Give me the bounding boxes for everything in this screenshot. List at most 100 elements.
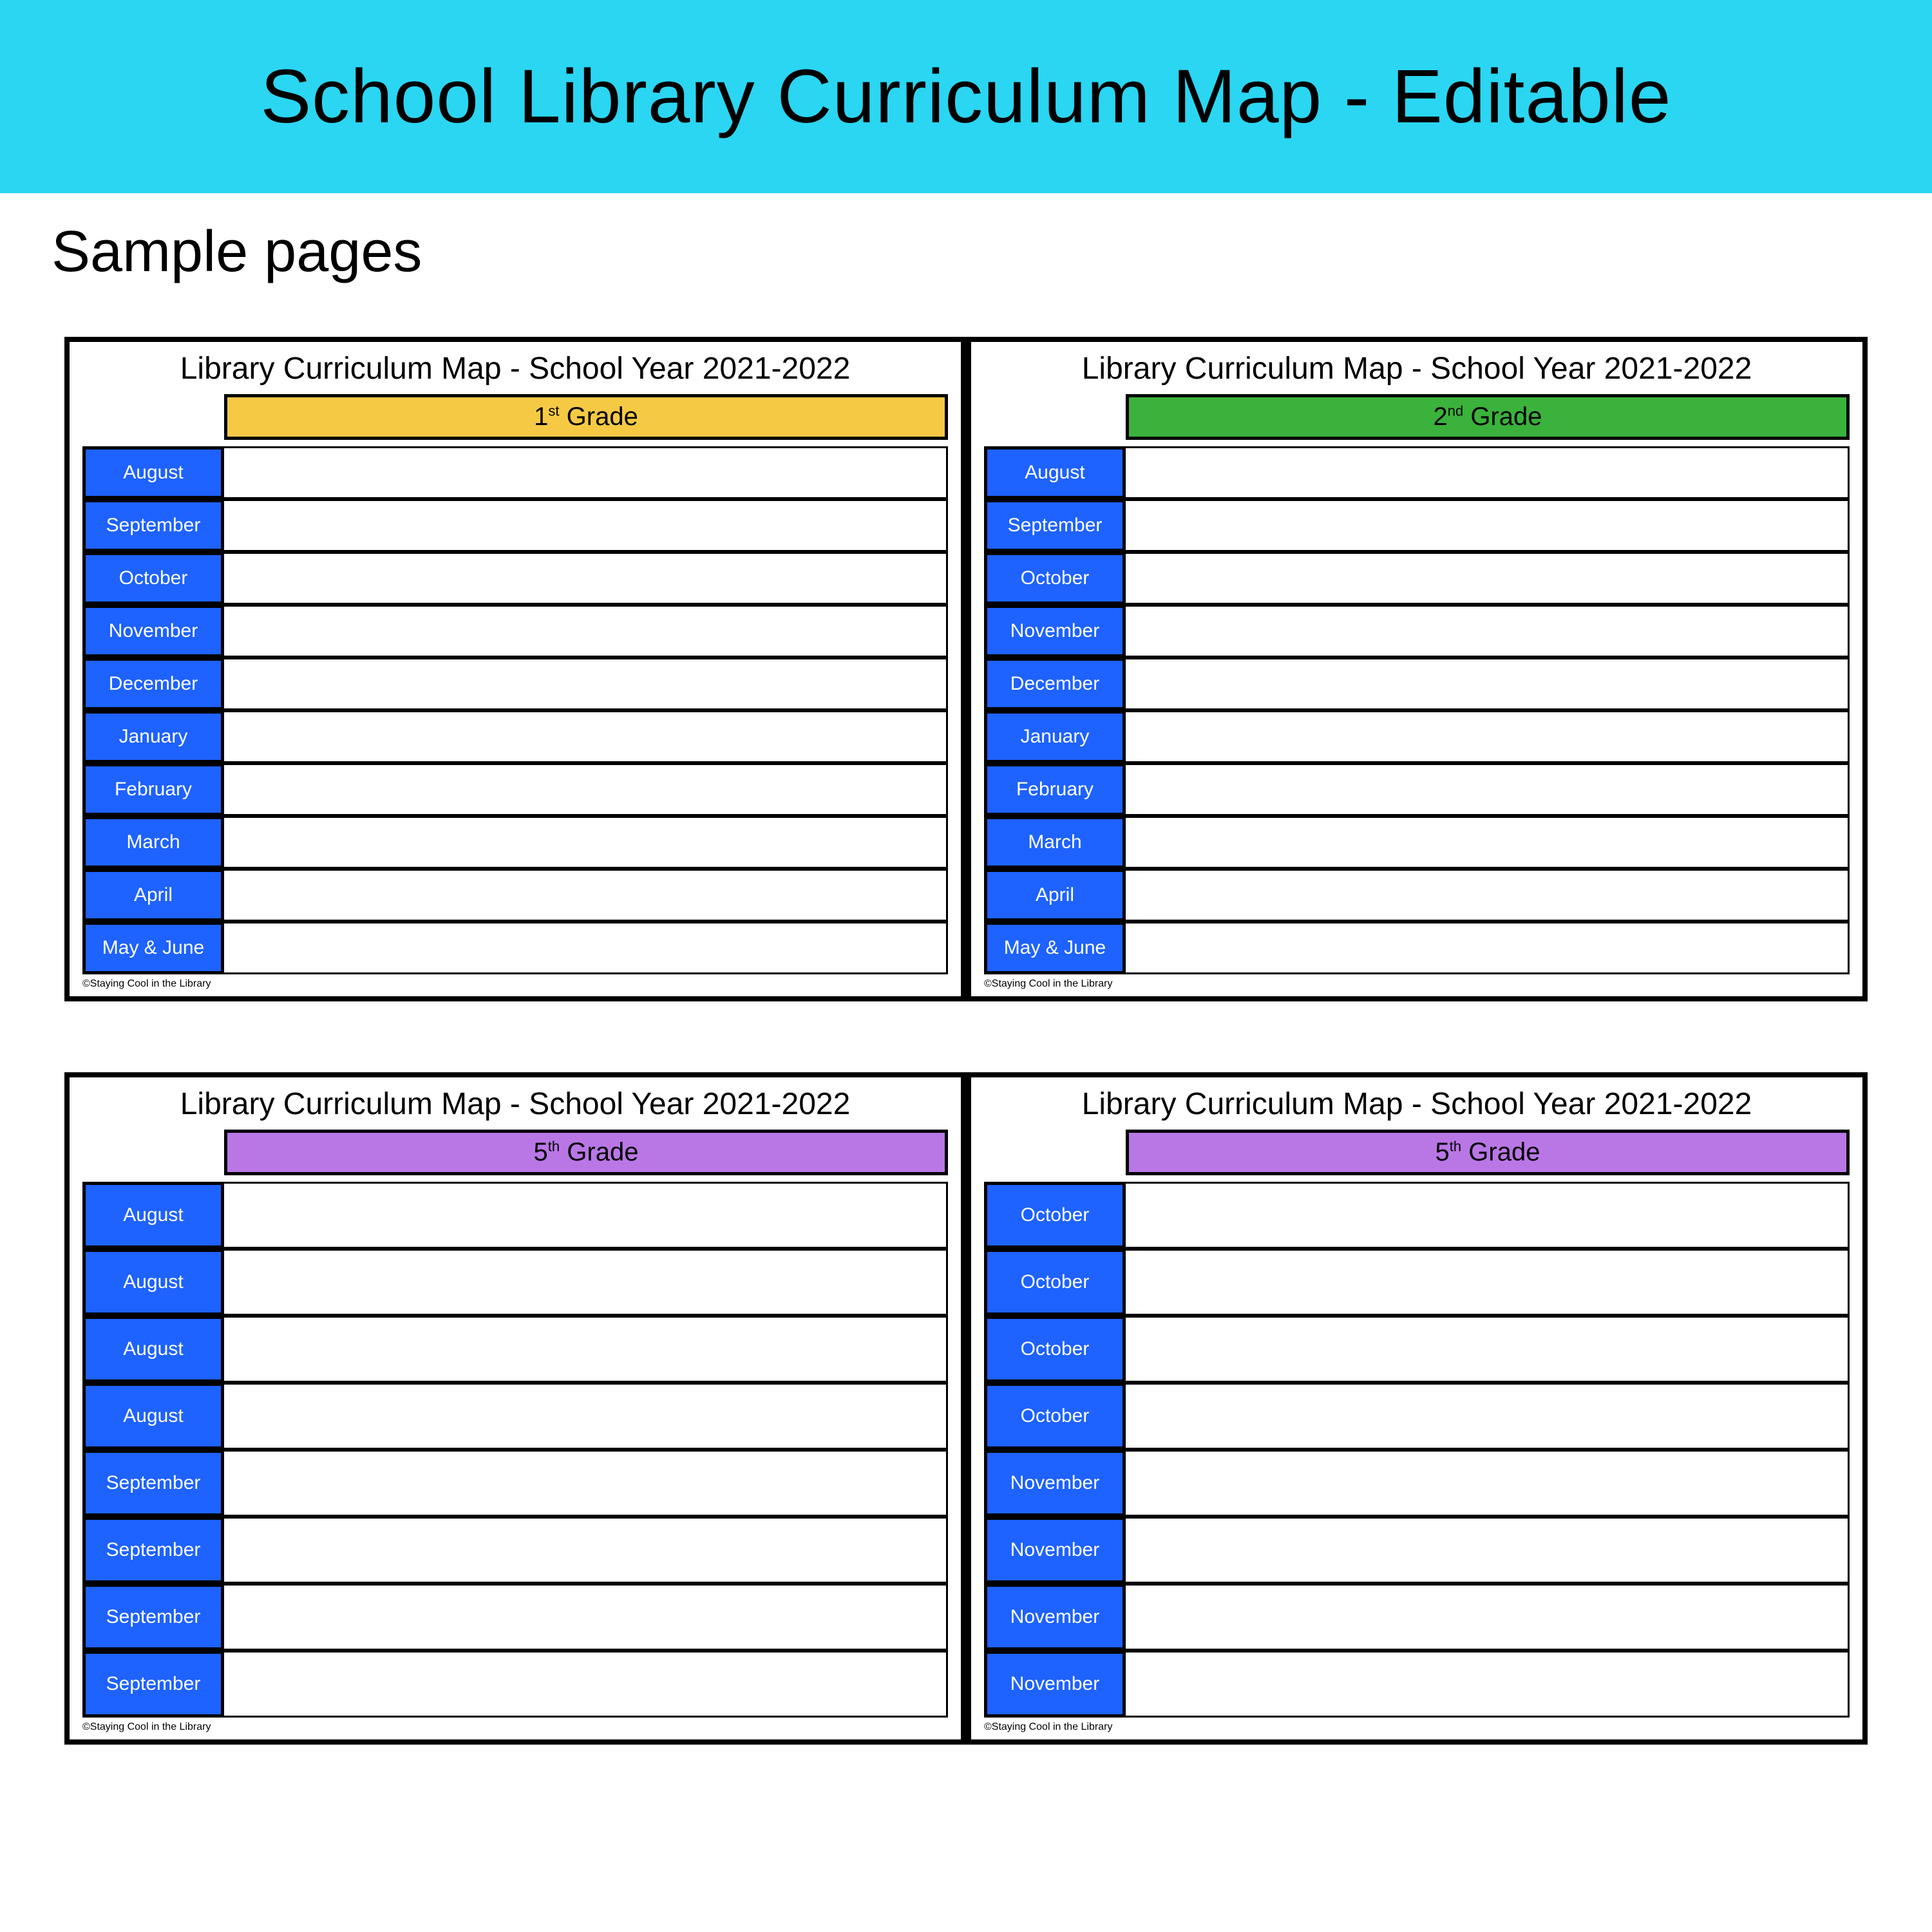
- content-cell[interactable]: [1126, 763, 1850, 816]
- content-cell[interactable]: [1126, 1182, 1850, 1249]
- table-row: May & June: [984, 922, 1850, 974]
- card-title: Library Curriculum Map - School Year 202…: [82, 351, 948, 386]
- grade-bar-row: 2nd Grade: [984, 394, 1850, 440]
- table-row: November: [984, 605, 1850, 658]
- table-row: February: [82, 763, 948, 816]
- content-cell[interactable]: [224, 552, 948, 605]
- footer-note: ©Staying Cool in the Library: [984, 978, 1850, 990]
- content-cell[interactable]: [224, 1450, 948, 1517]
- month-cell: December: [82, 658, 224, 710]
- grade-bar: 5th Grade: [224, 1130, 948, 1175]
- content-cell[interactable]: [1126, 869, 1850, 922]
- grade-spacer: [82, 1130, 224, 1175]
- content-cell[interactable]: [1126, 552, 1850, 605]
- grade-spacer: [984, 394, 1126, 440]
- table-row: September: [82, 1584, 948, 1651]
- month-cell: November: [984, 1584, 1126, 1651]
- table-row: April: [984, 869, 1850, 922]
- table-row: October: [984, 1383, 1850, 1450]
- table-row: October: [82, 552, 948, 605]
- content-cell[interactable]: [1126, 1450, 1850, 1517]
- month-cell: August: [82, 1249, 224, 1316]
- month-cell: August: [984, 446, 1126, 499]
- grade-tail: Grade: [1463, 402, 1542, 431]
- content-cell[interactable]: [1126, 1249, 1850, 1316]
- month-cell: February: [82, 763, 224, 816]
- curriculum-card: Library Curriculum Map - School Year 202…: [966, 1072, 1868, 1745]
- content-cell[interactable]: [1126, 1651, 1850, 1718]
- content-cell[interactable]: [1126, 499, 1850, 552]
- month-cell: November: [984, 1651, 1126, 1718]
- month-cell: October: [984, 1383, 1126, 1450]
- content-cell[interactable]: [1126, 605, 1850, 658]
- month-cell: October: [984, 1249, 1126, 1316]
- table-row: November: [82, 605, 948, 658]
- content-cell[interactable]: [224, 1182, 948, 1249]
- footer-note: ©Staying Cool in the Library: [984, 1721, 1850, 1733]
- content-cell[interactable]: [224, 1517, 948, 1584]
- cards-grid: Library Curriculum Map - School Year 202…: [0, 298, 1932, 1745]
- grade-spacer: [82, 394, 224, 440]
- month-cell: November: [82, 605, 224, 658]
- month-cell: August: [82, 1316, 224, 1383]
- content-cell[interactable]: [1126, 446, 1850, 499]
- content-cell[interactable]: [1126, 816, 1850, 869]
- content-cell[interactable]: [1126, 1584, 1850, 1651]
- table-row: December: [984, 658, 1850, 710]
- grade-suffix: nd: [1448, 403, 1463, 419]
- table-row: November: [984, 1584, 1850, 1651]
- grade-number: 5: [534, 1138, 548, 1166]
- grade-bar: 1st Grade: [224, 394, 948, 440]
- content-cell[interactable]: [224, 869, 948, 922]
- content-cell[interactable]: [1126, 1383, 1850, 1450]
- rows-container: AugustSeptemberOctoberNovemberDecemberJa…: [984, 446, 1850, 974]
- content-cell[interactable]: [224, 816, 948, 869]
- curriculum-card: Library Curriculum Map - School Year 202…: [966, 337, 1868, 1001]
- month-cell: March: [82, 816, 224, 869]
- content-cell[interactable]: [224, 1249, 948, 1316]
- header-banner: School Library Curriculum Map - Editable: [0, 0, 1932, 193]
- content-cell[interactable]: [224, 605, 948, 658]
- grade-bar-row: 1st Grade: [82, 394, 948, 440]
- grade-bar: 5th Grade: [1126, 1130, 1850, 1175]
- content-cell[interactable]: [224, 658, 948, 710]
- content-cell[interactable]: [224, 499, 948, 552]
- content-cell[interactable]: [224, 1316, 948, 1383]
- month-cell: May & June: [984, 922, 1126, 974]
- month-cell: October: [984, 552, 1126, 605]
- rows-container: OctoberOctoberOctoberOctoberNovemberNove…: [984, 1182, 1850, 1718]
- table-row: October: [984, 1316, 1850, 1383]
- month-cell: February: [984, 763, 1126, 816]
- month-cell: November: [984, 605, 1126, 658]
- content-cell[interactable]: [224, 446, 948, 499]
- table-row: October: [984, 1249, 1850, 1316]
- content-cell[interactable]: [224, 710, 948, 763]
- content-cell[interactable]: [224, 1383, 948, 1450]
- content-cell[interactable]: [1126, 1316, 1850, 1383]
- grade-number: 5: [1435, 1138, 1450, 1166]
- grade-tail: Grade: [1461, 1138, 1540, 1166]
- month-cell: September: [984, 499, 1126, 552]
- content-cell[interactable]: [224, 763, 948, 816]
- table-row: April: [82, 869, 948, 922]
- content-cell[interactable]: [1126, 1517, 1850, 1584]
- month-cell: August: [82, 1383, 224, 1450]
- grade-bar-row: 5th Grade: [984, 1130, 1850, 1175]
- content-cell[interactable]: [224, 922, 948, 974]
- table-row: May & June: [82, 922, 948, 974]
- page-title: School Library Curriculum Map - Editable: [260, 53, 1671, 140]
- content-cell[interactable]: [1126, 922, 1850, 974]
- grade-bar: 2nd Grade: [1126, 394, 1850, 440]
- month-cell: September: [82, 1651, 224, 1718]
- table-row: August: [82, 1249, 948, 1316]
- table-row: November: [984, 1651, 1850, 1718]
- table-row: August: [984, 446, 1850, 499]
- content-cell[interactable]: [224, 1584, 948, 1651]
- grade-number: 2: [1433, 402, 1447, 431]
- month-cell: January: [82, 710, 224, 763]
- content-cell[interactable]: [1126, 710, 1850, 763]
- month-cell: April: [82, 869, 224, 922]
- grade-spacer: [984, 1130, 1126, 1175]
- content-cell[interactable]: [1126, 658, 1850, 710]
- content-cell[interactable]: [224, 1651, 948, 1718]
